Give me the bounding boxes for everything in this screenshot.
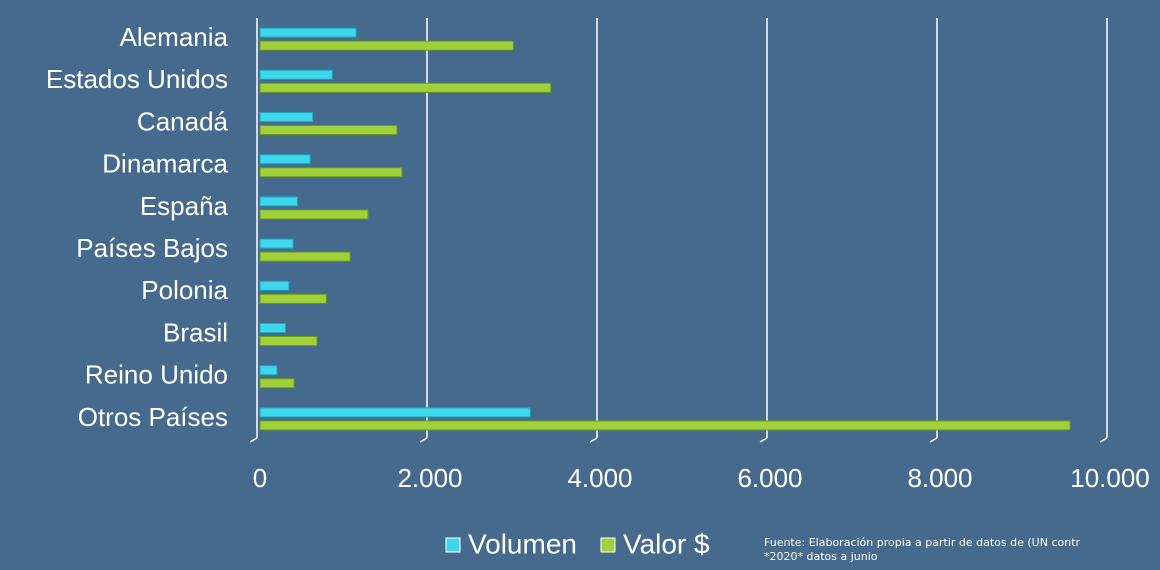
bar [259,69,333,80]
bar [259,365,278,376]
legend-label: Valor $ [623,528,710,559]
grid-foot [419,437,428,443]
legend-swatch [445,537,461,553]
date-note: *2020* datos a junio [764,550,878,563]
bar [259,293,327,304]
category-label: Países Bajos [76,233,228,263]
category-label: Dinamarca [102,149,228,179]
x-tick-label: 4.000 [567,463,632,493]
bar [259,407,531,418]
grid-foot [249,437,258,443]
bar [259,196,298,207]
x-tick-label: 2.000 [397,463,462,493]
bar [259,167,403,178]
category-label: Polonia [141,275,228,305]
category-label: Estados Unidos [46,64,228,94]
grid-foot [929,437,938,443]
category-label: Canadá [137,106,229,136]
category-label: Reino Unido [85,360,228,390]
grid-foot [1099,437,1108,443]
bar [259,280,290,291]
category-label: Brasil [163,317,228,347]
grid-foot [759,437,768,443]
source-note: Fuente: Elaboración propia a partir de d… [764,536,1081,549]
category-label: Alemania [120,22,229,52]
bar [259,378,295,389]
legend-swatch [600,537,616,553]
legend-label: Volumen [468,528,577,559]
category-label: Otros Países [78,402,228,432]
bar [259,40,514,51]
bar [259,238,294,249]
bar [259,125,398,135]
x-tick-label: 6.000 [737,463,802,493]
bar [259,112,314,122]
x-tick-label: 10.000 [1070,463,1150,493]
bar [259,420,1071,431]
category-label: España [140,191,229,221]
grid-foot [589,437,598,443]
x-tick-label: 0 [253,463,267,493]
bar [259,82,552,93]
bar [259,154,311,165]
bar [259,27,357,38]
bar [259,323,286,333]
x-tick-label: 8.000 [907,463,972,493]
bar [259,336,318,346]
bar [259,251,351,262]
bar [259,209,369,220]
